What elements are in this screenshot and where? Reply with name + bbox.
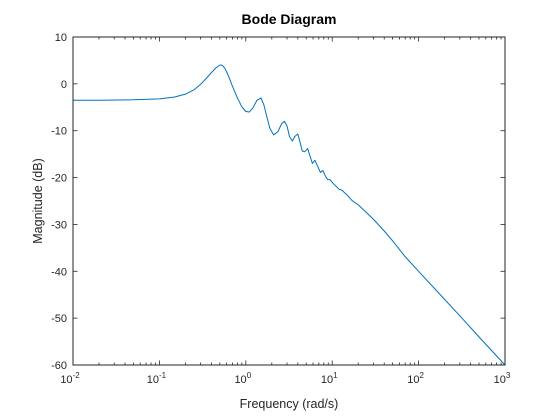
x-tick-label: 103 <box>494 371 511 386</box>
y-tick-label: 10 <box>55 32 67 44</box>
x-tick-label: 102 <box>407 371 424 386</box>
x-tick-label: 10-2 <box>60 371 80 386</box>
axes-box <box>72 36 506 366</box>
y-tick-label: 0 <box>61 79 67 91</box>
plot-area <box>73 37 505 365</box>
x-axis-label: Frequency (rad/s) <box>240 397 339 411</box>
y-tick-label: -50 <box>51 313 67 325</box>
x-tick-labels: 10-2 10-1 100 101 102 103 <box>60 371 511 386</box>
y-tick-label: -40 <box>51 266 67 278</box>
x-tick-label: 10-1 <box>147 371 167 386</box>
y-tick-labels: 10 0 -10 -20 -30 -40 -50 -60 <box>51 32 67 372</box>
y-tick-label: -10 <box>51 126 67 138</box>
y-tick-label: -20 <box>51 173 67 185</box>
y-axis-label: Magnitude (dB) <box>31 158 45 243</box>
x-tick-label: 101 <box>321 371 338 386</box>
magnitude-series-line <box>73 64 506 366</box>
chart-title: Bode Diagram <box>242 11 337 27</box>
y-tick-label: -30 <box>51 219 67 231</box>
y-tick-label: -60 <box>51 360 67 372</box>
x-tick-label: 100 <box>234 371 251 386</box>
